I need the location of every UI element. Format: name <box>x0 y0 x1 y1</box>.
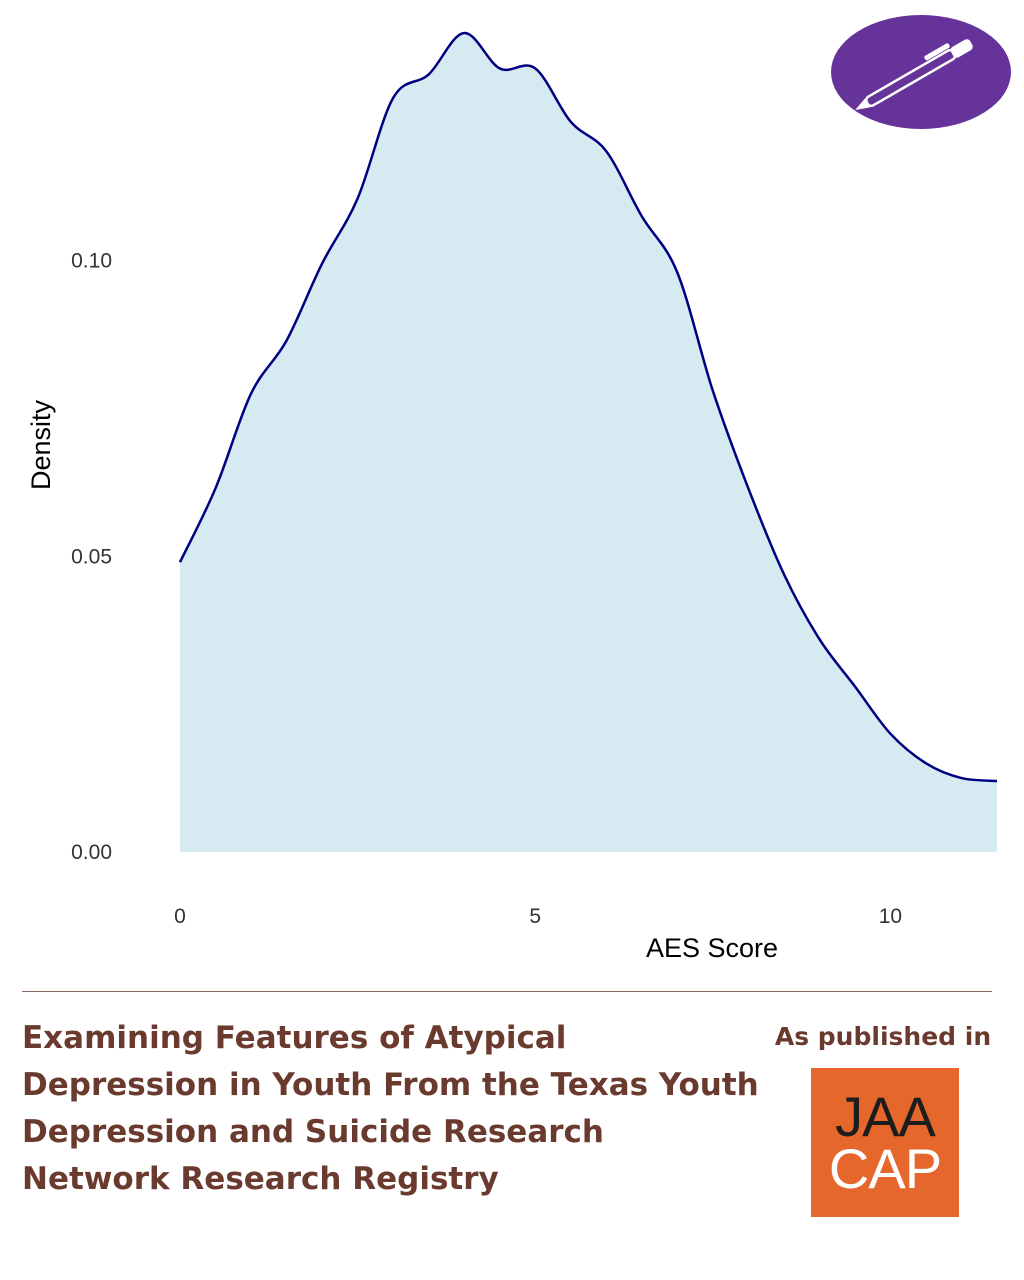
pen-badge <box>831 15 1011 129</box>
divider <box>22 991 992 992</box>
plot-area <box>178 31 998 853</box>
density-line <box>178 31 998 783</box>
journal-logo: JAA CAP <box>811 1068 959 1217</box>
y-tick-label: 0.00 <box>71 841 112 864</box>
x-tick-label: 0 <box>174 905 186 928</box>
published-label: As published in <box>774 1022 992 1051</box>
journal-logo-line2: CAP <box>828 1136 942 1200</box>
axes: 0 5 10 0.00 0.05 0.10 <box>71 250 902 928</box>
x-tick-label: 10 <box>879 905 902 928</box>
y-tick-label: 0.05 <box>71 545 112 568</box>
density-area <box>180 32 997 853</box>
paper-title: Examining Features of Atypical Depressio… <box>22 1020 759 1197</box>
x-tick-label: 5 <box>529 905 541 928</box>
x-axis-title: AES Score <box>646 933 778 963</box>
journal-logo-line1: JAA <box>835 1084 936 1148</box>
y-axis-title: Density <box>26 399 56 490</box>
y-tick-label: 0.10 <box>71 250 112 273</box>
pen-icon <box>855 39 973 110</box>
density-chart: 0 5 10 0.00 0.05 0.10 AES Score Density <box>26 15 1011 963</box>
